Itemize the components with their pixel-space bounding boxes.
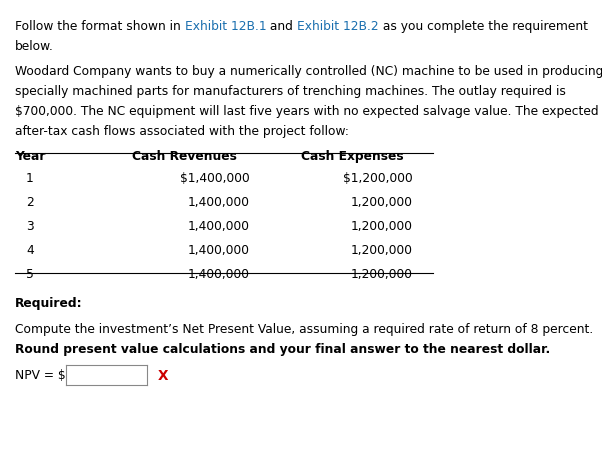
Text: 1: 1 — [26, 172, 34, 185]
Text: 1,200,000: 1,200,000 — [350, 196, 412, 209]
Text: $700,000. The NC equipment will last five years with no expected salvage value. : $700,000. The NC equipment will last fiv… — [15, 105, 598, 118]
Text: below.: below. — [15, 40, 54, 53]
Text: 1,200,000: 1,200,000 — [350, 220, 412, 233]
Text: Cash Expenses: Cash Expenses — [301, 150, 403, 163]
Text: Required:: Required: — [15, 297, 82, 310]
Text: 1,400,000: 1,400,000 — [188, 220, 250, 233]
Text: specially machined parts for manufacturers of trenching machines. The outlay req: specially machined parts for manufacture… — [15, 85, 566, 98]
Text: 3: 3 — [26, 220, 34, 233]
Text: as you complete the requirement: as you complete the requirement — [379, 20, 588, 33]
Text: 1,400,000: 1,400,000 — [188, 268, 250, 281]
Text: 5: 5 — [26, 268, 34, 281]
Text: $1,400,000: $1,400,000 — [180, 172, 250, 185]
Text: 1,400,000: 1,400,000 — [188, 244, 250, 257]
Text: Cash Revenues: Cash Revenues — [132, 150, 237, 163]
Text: Compute the investment’s Net Present Value, assuming a required rate of return o: Compute the investment’s Net Present Val… — [15, 323, 594, 336]
Text: $1,200,000: $1,200,000 — [343, 172, 412, 185]
Text: NPV = $: NPV = $ — [15, 369, 66, 382]
Text: 1,200,000: 1,200,000 — [350, 244, 412, 257]
Text: Year: Year — [15, 150, 46, 163]
Text: and: and — [266, 20, 297, 33]
Text: X: X — [158, 369, 169, 383]
Text: 2: 2 — [26, 196, 34, 209]
Text: Round present value calculations and your final answer to the nearest dollar.: Round present value calculations and you… — [15, 343, 550, 356]
Text: Follow the format shown in: Follow the format shown in — [15, 20, 185, 33]
Text: 1,200,000: 1,200,000 — [350, 268, 412, 281]
Text: after-tax cash flows associated with the project follow:: after-tax cash flows associated with the… — [15, 125, 349, 138]
Text: 1,400,000: 1,400,000 — [188, 196, 250, 209]
Text: Woodard Company wants to buy a numerically controlled (NC) machine to be used in: Woodard Company wants to buy a numerical… — [15, 65, 602, 78]
Text: Exhibit 12B.1: Exhibit 12B.1 — [185, 20, 266, 33]
Text: 4: 4 — [26, 244, 34, 257]
Text: Exhibit 12B.2: Exhibit 12B.2 — [297, 20, 379, 33]
